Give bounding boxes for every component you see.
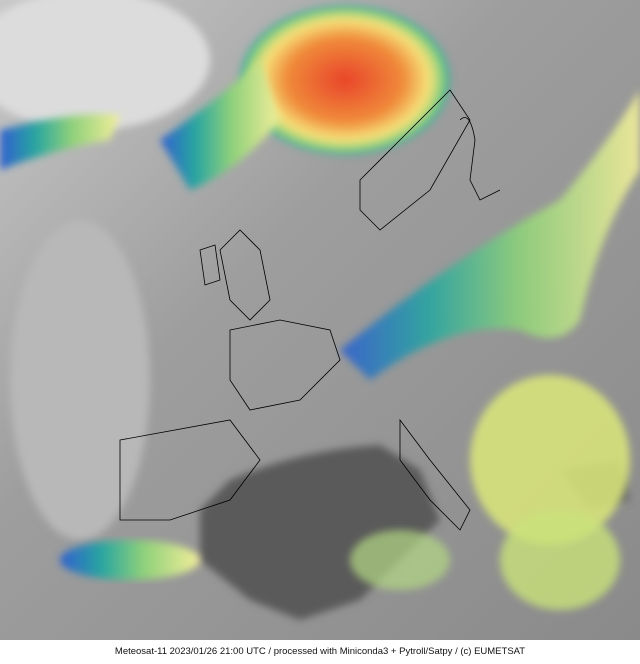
cloud-band-nw [0,114,120,170]
coastlines [119,89,501,531]
cloud-band-east [340,90,640,380]
cloud-italy [350,530,450,590]
cloud-greece [500,510,620,610]
satellite-image [0,0,640,640]
white-cloud-nw [0,0,210,130]
cloud-spain-south [60,540,200,580]
storm-norway [240,5,450,155]
cloud-band-north [160,60,280,190]
cloud-balkans [470,375,630,545]
white-cloud-sw [10,220,150,540]
image-caption: Meteosat-11 2023/01/26 21:00 UTC / proce… [114,646,526,657]
